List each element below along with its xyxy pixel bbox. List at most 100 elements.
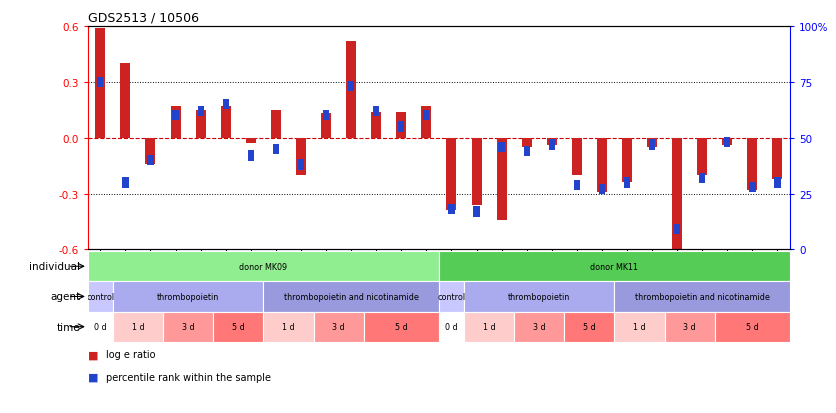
Bar: [523, 147, 530, 157]
Bar: [396, 112, 406, 138]
Bar: [97, 78, 104, 88]
Bar: [446, 138, 456, 211]
Bar: [88, 252, 439, 282]
Bar: [697, 138, 707, 176]
Bar: [113, 312, 163, 342]
Text: 5 d: 5 d: [395, 323, 408, 331]
Bar: [439, 312, 464, 342]
Bar: [514, 312, 564, 342]
Bar: [522, 138, 532, 148]
Bar: [145, 138, 155, 164]
Bar: [321, 114, 331, 138]
Text: 1 d: 1 d: [633, 323, 646, 331]
Bar: [171, 107, 181, 138]
Bar: [774, 178, 781, 188]
Bar: [699, 173, 706, 184]
Bar: [271, 111, 281, 138]
Bar: [371, 112, 381, 138]
Bar: [263, 312, 314, 342]
Bar: [172, 111, 179, 121]
Bar: [196, 111, 206, 138]
Text: donor MK09: donor MK09: [239, 262, 288, 271]
Text: 1 d: 1 d: [482, 323, 496, 331]
Bar: [772, 138, 782, 179]
Bar: [649, 140, 655, 150]
Bar: [263, 282, 439, 312]
Bar: [448, 204, 455, 215]
Text: 5 d: 5 d: [583, 323, 596, 331]
Text: GDS2513 / 10506: GDS2513 / 10506: [88, 11, 199, 24]
Bar: [647, 138, 657, 148]
Bar: [213, 312, 263, 342]
Bar: [298, 160, 304, 170]
Text: thrombopoietin and nicotinamide: thrombopoietin and nicotinamide: [635, 292, 770, 301]
Bar: [665, 312, 715, 342]
Bar: [163, 312, 213, 342]
Text: 3 d: 3 d: [533, 323, 546, 331]
Bar: [747, 138, 757, 190]
Bar: [88, 312, 113, 342]
Bar: [672, 138, 682, 254]
Bar: [674, 225, 681, 235]
Bar: [346, 42, 356, 138]
Bar: [147, 156, 154, 166]
Bar: [423, 111, 430, 121]
Bar: [113, 282, 263, 312]
Text: 0 d: 0 d: [445, 323, 458, 331]
Bar: [348, 82, 354, 92]
Bar: [95, 28, 105, 138]
Text: time: time: [57, 322, 80, 332]
Text: 5 d: 5 d: [746, 323, 759, 331]
Text: 3 d: 3 d: [683, 323, 696, 331]
Bar: [564, 312, 614, 342]
Bar: [599, 185, 605, 195]
Bar: [624, 178, 630, 188]
Bar: [122, 178, 129, 188]
Text: log e ratio: log e ratio: [106, 349, 155, 359]
Bar: [498, 142, 505, 152]
Bar: [314, 312, 364, 342]
Bar: [715, 312, 790, 342]
Text: 3 d: 3 d: [332, 323, 345, 331]
Bar: [597, 138, 607, 192]
Text: ■: ■: [88, 372, 99, 382]
Bar: [439, 282, 464, 312]
Text: control: control: [437, 292, 466, 301]
Text: 1 d: 1 d: [282, 323, 295, 331]
Bar: [364, 312, 439, 342]
Bar: [296, 138, 306, 176]
Text: 0 d: 0 d: [94, 323, 107, 331]
Bar: [614, 282, 790, 312]
Text: control: control: [86, 292, 115, 301]
Text: agent: agent: [50, 292, 80, 302]
Text: 3 d: 3 d: [181, 323, 195, 331]
Bar: [749, 182, 756, 192]
Bar: [246, 138, 256, 144]
Bar: [572, 138, 582, 176]
Bar: [724, 138, 731, 148]
Bar: [439, 252, 790, 282]
Bar: [722, 138, 732, 146]
Text: 1 d: 1 d: [131, 323, 145, 331]
Bar: [497, 138, 507, 220]
Bar: [247, 151, 254, 161]
Text: 5 d: 5 d: [232, 323, 245, 331]
Bar: [464, 282, 614, 312]
Bar: [197, 107, 204, 117]
Text: percentile rank within the sample: percentile rank within the sample: [106, 372, 271, 382]
Bar: [573, 180, 580, 190]
Bar: [373, 107, 380, 117]
Bar: [421, 107, 431, 138]
Bar: [473, 207, 480, 217]
Bar: [548, 140, 555, 150]
Text: thrombopoietin: thrombopoietin: [157, 292, 219, 301]
Bar: [222, 100, 229, 110]
Bar: [323, 111, 329, 121]
Bar: [120, 64, 130, 138]
Text: donor MK11: donor MK11: [590, 262, 639, 271]
Bar: [221, 107, 231, 138]
Bar: [398, 122, 405, 132]
Bar: [273, 145, 279, 154]
Text: thrombopoietin: thrombopoietin: [508, 292, 570, 301]
Bar: [464, 312, 514, 342]
